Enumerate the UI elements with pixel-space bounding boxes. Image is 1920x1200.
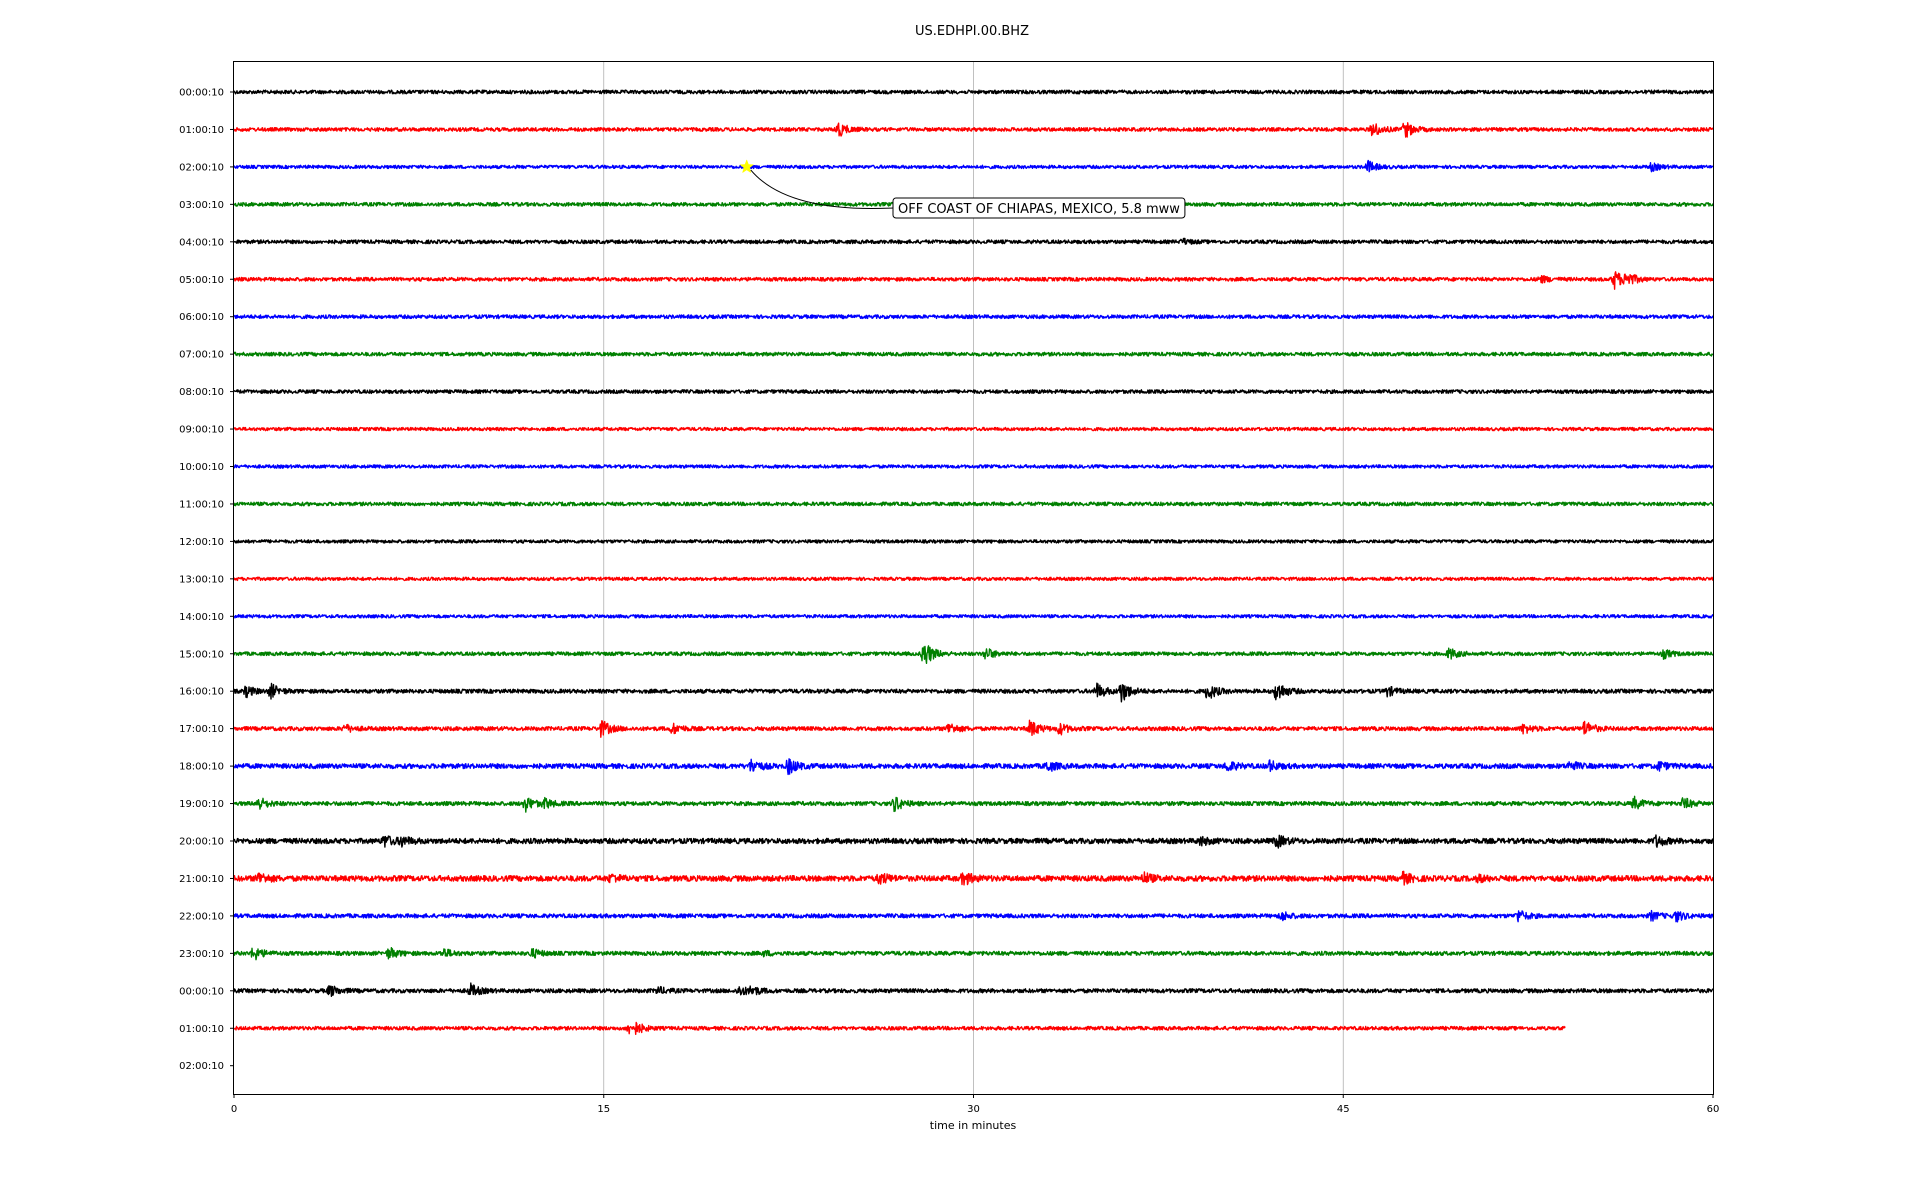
row-label: 11:00:10 xyxy=(179,499,224,510)
row-label: 16:00:10 xyxy=(179,687,224,698)
row-label: 13:00:10 xyxy=(179,574,224,585)
row-label: 06:00:10 xyxy=(179,312,224,323)
trace-row-23 xyxy=(233,947,1714,961)
event-label-box xyxy=(892,197,1186,219)
row-label: 17:00:10 xyxy=(179,724,224,735)
trace-row-1 xyxy=(233,122,1714,138)
row-label: 08:00:10 xyxy=(179,387,224,398)
row-label: 07:00:10 xyxy=(179,350,224,361)
x-tick-label: 0 xyxy=(231,1104,237,1115)
x-axis-ticks: 0 15 30 45 60 xyxy=(231,1094,1720,1115)
x-axis-label: time in minutes xyxy=(930,1119,1017,1132)
row-label: 05:00:10 xyxy=(179,275,224,286)
trace-row-7 xyxy=(233,351,1714,357)
row-label: 12:00:10 xyxy=(179,537,224,548)
row-label: 02:00:10 xyxy=(179,162,224,173)
trace-row-22 xyxy=(233,909,1714,923)
x-tick-label: 60 xyxy=(1707,1104,1720,1115)
trace-row-9 xyxy=(233,426,1714,432)
trace-row-14 xyxy=(233,614,1714,619)
row-label: 00:00:10 xyxy=(179,986,224,997)
event-label: OFF COAST OF CHIAPAS, MEXICO, 5.8 mww xyxy=(898,202,1180,217)
row-label: 02:00:10 xyxy=(179,1061,224,1072)
trace-row-25 xyxy=(233,1021,1566,1035)
trace-row-19 xyxy=(233,795,1714,813)
row-label: 01:00:10 xyxy=(179,125,224,136)
event-annotation: OFF COAST OF CHIAPAS, MEXICO, 5.8 mww xyxy=(739,159,1186,219)
trace-row-11 xyxy=(233,501,1714,507)
trace-row-10 xyxy=(233,464,1714,469)
row-label: 09:00:10 xyxy=(179,425,224,436)
trace-row-17 xyxy=(233,719,1714,738)
trace-row-8 xyxy=(233,389,1714,395)
trace-row-16 xyxy=(233,682,1714,703)
trace-row-24 xyxy=(233,982,1714,997)
trace-row-18 xyxy=(233,758,1714,776)
x-tick-label: 15 xyxy=(597,1104,610,1115)
row-label: 19:00:10 xyxy=(179,799,224,810)
row-label: 21:00:10 xyxy=(179,874,224,885)
event-star-marker xyxy=(739,159,755,174)
trace-row-4 xyxy=(233,237,1714,245)
row-time-labels: 00:00:10 01:00:10 02:00:10 03:00:10 04:00:10… xyxy=(179,88,234,1072)
x-tick-label: 45 xyxy=(1337,1104,1350,1115)
trace-row-21 xyxy=(233,870,1714,886)
trace-row-5 xyxy=(233,271,1714,290)
row-label: 20:00:10 xyxy=(179,837,224,848)
row-label: 18:00:10 xyxy=(179,762,224,773)
trace-row-6 xyxy=(233,314,1714,320)
row-label: 14:00:10 xyxy=(179,612,224,623)
plot-frame xyxy=(233,61,1714,1095)
trace-row-20 xyxy=(233,834,1714,849)
event-connector xyxy=(750,169,894,209)
trace-row-2 xyxy=(233,159,1714,173)
row-label: 10:00:10 xyxy=(179,462,224,473)
trace-row-13 xyxy=(233,576,1714,582)
row-label: 04:00:10 xyxy=(179,237,224,248)
row-label: 23:00:10 xyxy=(179,949,224,960)
row-label: 15:00:10 xyxy=(179,649,224,660)
trace-row-15 xyxy=(233,645,1714,664)
trace-row-0 xyxy=(233,89,1714,95)
row-label: 22:00:10 xyxy=(179,911,224,922)
chart-title: US.EDHPI.00.BHZ xyxy=(915,24,1029,39)
trace-row-12 xyxy=(233,539,1714,544)
x-tick-label: 30 xyxy=(967,1104,980,1115)
row-label: 01:00:10 xyxy=(179,1024,224,1035)
row-label: 00:00:10 xyxy=(179,88,224,99)
row-label: 03:00:10 xyxy=(179,200,224,211)
seismic-traces xyxy=(233,89,1714,1035)
